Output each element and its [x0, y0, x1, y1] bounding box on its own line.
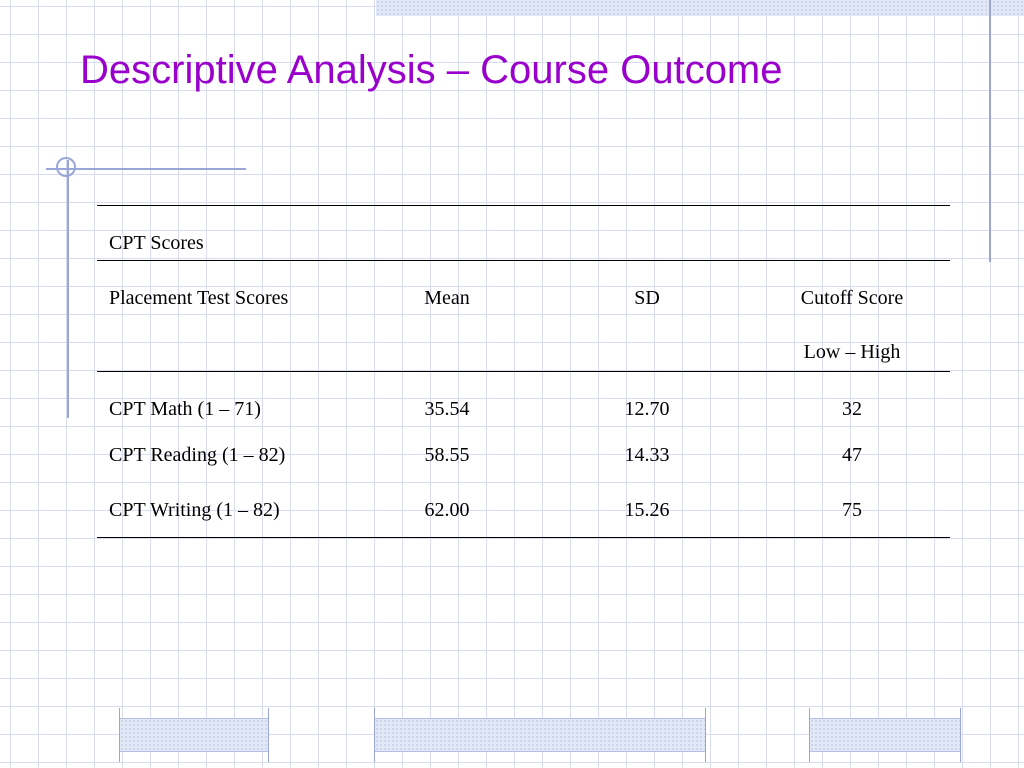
table-row: CPT Reading (1 – 82) 58.55 14.33 47	[97, 427, 950, 482]
footer-decorative-box-left	[120, 718, 268, 752]
row-name: CPT Reading (1 – 82)	[109, 444, 286, 466]
right-decorative-line	[989, 0, 991, 262]
table-subheader-row: Low – High	[97, 315, 950, 371]
row-mean: 62.00	[424, 499, 470, 521]
statistics-table: CPT Scores Placement Test Scores Mean SD…	[97, 205, 950, 538]
row-cutoff: 32	[842, 398, 862, 420]
footer-decorative-line	[705, 708, 706, 762]
left-decorative-line	[67, 160, 69, 418]
cutoff-subheader: Low – High	[803, 341, 901, 363]
row-sd: 15.26	[624, 499, 670, 521]
row-cutoff: 75	[842, 499, 862, 521]
footer-decorative-line	[268, 708, 269, 762]
row-sd: 12.70	[624, 398, 670, 420]
footer-decorative-box-right	[810, 718, 960, 752]
table-top-rule	[97, 205, 950, 206]
row-sd: 14.33	[624, 444, 670, 466]
footer-decorative-line	[119, 708, 120, 762]
top-decorative-band	[376, 0, 1024, 16]
table-row: CPT Math (1 – 71) 35.54 12.70 32	[97, 372, 950, 427]
column-header-mean: Mean	[424, 287, 470, 309]
table-column-header-row: Placement Test Scores Mean SD Cutoff Sco…	[97, 261, 950, 315]
decorative-circle	[56, 157, 76, 177]
footer-decorative-line	[809, 708, 810, 762]
table-group-header-row: CPT Scores	[97, 206, 950, 260]
column-header-cutoff: Cutoff Score	[800, 287, 904, 309]
column-header-sd: SD	[634, 287, 660, 309]
left-decorative-rule	[46, 168, 246, 170]
slide-title: Descriptive Analysis – Course Outcome	[80, 48, 783, 92]
row-mean: 35.54	[424, 398, 470, 420]
row-name: CPT Writing (1 – 82)	[109, 499, 280, 521]
footer-decorative-box-center	[375, 718, 705, 752]
table-row: CPT Writing (1 – 82) 62.00 15.26 75	[97, 482, 950, 537]
table-header-rule	[97, 260, 950, 261]
footer-decorative-line	[374, 708, 375, 762]
group-header: CPT Scores	[109, 232, 204, 254]
row-name: CPT Math (1 – 71)	[109, 398, 261, 420]
table-bottom-rule	[97, 537, 950, 538]
footer-decorative-line	[960, 708, 961, 762]
row-mean: 58.55	[424, 444, 470, 466]
table-body-rule	[97, 371, 950, 372]
row-cutoff: 47	[842, 444, 862, 466]
column-header-placement: Placement Test Scores	[109, 287, 289, 309]
